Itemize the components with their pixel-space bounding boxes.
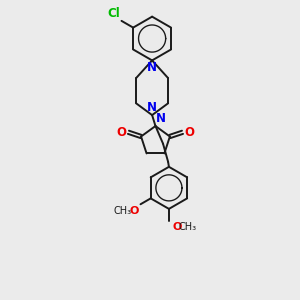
Text: Cl: Cl [107,7,120,20]
Text: N: N [147,101,157,114]
Text: CH₃: CH₃ [178,222,197,232]
Text: O: O [117,126,127,139]
Text: CH₃: CH₃ [113,206,131,215]
Text: O: O [130,206,139,215]
Text: O: O [184,126,194,139]
Text: N: N [147,61,157,74]
Text: O: O [172,222,182,232]
Text: N: N [156,112,166,125]
